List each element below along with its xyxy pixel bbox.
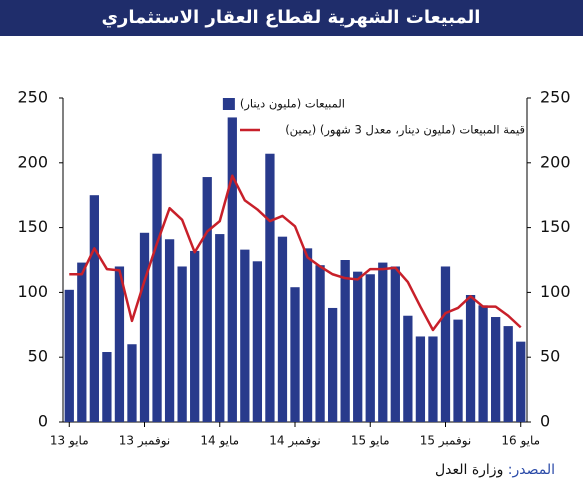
bar (139, 232, 150, 422)
bar (415, 336, 426, 422)
bar (240, 249, 250, 422)
bar (290, 287, 300, 422)
legend-label: المبيعات (مليون دينار) (240, 97, 345, 112)
bar (516, 341, 526, 422)
x-tick-label: مايو 16 (501, 434, 540, 449)
bar (365, 274, 375, 422)
x-tick-label: مايو 14 (200, 434, 239, 449)
bar (440, 266, 451, 422)
y2-tick-label: 50 (540, 347, 560, 366)
title-band (0, 0, 583, 36)
bar (465, 294, 476, 422)
bar (152, 153, 162, 422)
x-tick-label: مايو 15 (351, 434, 390, 449)
y2-tick-label: 100 (540, 282, 571, 301)
legend-label: قيمة المبيعات (مليون دينار، معدل 3 شهور)… (285, 123, 525, 138)
y-tick-label: 200 (17, 152, 48, 171)
bar (390, 266, 400, 422)
bar (252, 261, 263, 422)
legend-swatch (222, 98, 235, 110)
bar (302, 248, 313, 422)
bar (202, 177, 212, 422)
bar (340, 260, 350, 422)
x-tick-label: نوفمبر 14 (269, 434, 321, 449)
bar (503, 326, 513, 422)
y-tick-label: 0 (38, 412, 48, 431)
y-tick-label: 100 (17, 282, 48, 301)
bar (453, 319, 463, 422)
bar (428, 336, 438, 422)
y-tick-label: 50 (28, 347, 48, 366)
bar (127, 344, 137, 422)
bar (215, 234, 225, 422)
line (69, 174, 522, 332)
bar (491, 317, 501, 422)
x-tick-label: مايو 13 (50, 434, 89, 449)
bar (315, 265, 325, 422)
bar (64, 289, 74, 422)
y-tick-label: 250 (17, 88, 48, 107)
bar (190, 250, 200, 422)
bar (403, 315, 413, 422)
bar (327, 307, 338, 422)
bar (227, 117, 237, 422)
source-label: المصدر: (508, 462, 555, 478)
x-tick-label: نوفمبر 15 (420, 434, 472, 449)
source: المصدر: وزارة العدل (435, 462, 555, 478)
chart-title: المبيعات الشهرية لقطاع العقار الاستثماري (102, 7, 481, 28)
bar (353, 271, 363, 422)
bar (89, 195, 99, 422)
y2-tick-label: 200 (540, 152, 571, 171)
bar (478, 305, 488, 422)
source-text: وزارة العدل (435, 462, 503, 478)
x-tick-label: نوفمبر 13 (119, 434, 171, 449)
bar (77, 262, 87, 422)
bar (114, 266, 125, 422)
y2-tick-label: 0 (540, 412, 550, 431)
y-tick-label: 150 (17, 217, 48, 236)
y2-tick-label: 250 (540, 88, 571, 107)
bar (102, 352, 112, 422)
bar (378, 262, 388, 422)
bar (265, 153, 275, 422)
bar (177, 266, 187, 422)
bar (164, 239, 175, 422)
y2-tick-label: 150 (540, 217, 571, 236)
bar (277, 236, 288, 422)
